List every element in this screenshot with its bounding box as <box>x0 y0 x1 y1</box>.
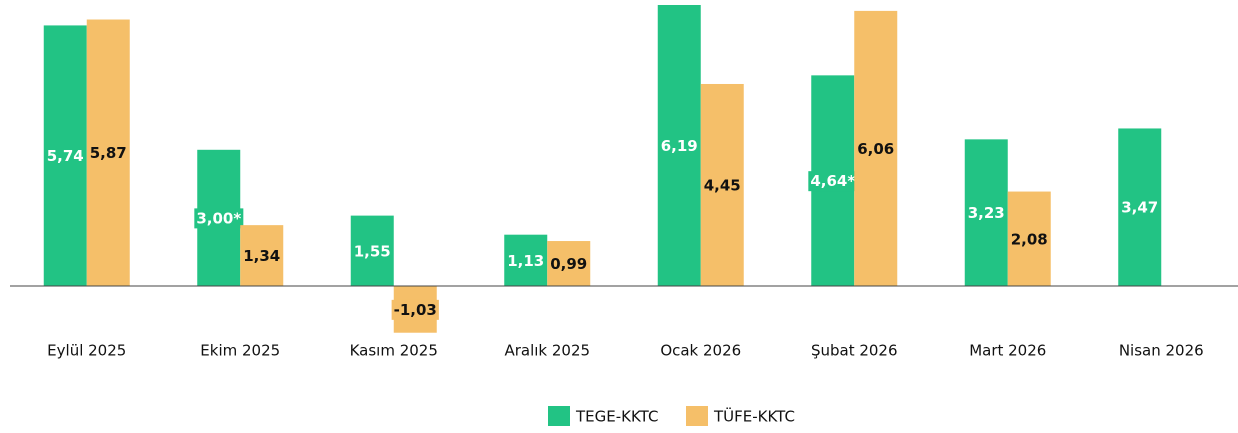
value-label: 0,99 <box>550 255 587 273</box>
value-label: 3,47 <box>1121 199 1158 217</box>
value-label: 5,87 <box>90 144 127 162</box>
value-label: 1,34 <box>243 247 280 265</box>
value-label-bg <box>194 208 244 229</box>
value-label: 6,19 <box>661 137 698 155</box>
bar <box>504 234 548 286</box>
value-label: -1,03 <box>394 301 437 319</box>
x-tick-label: Kasım 2025 <box>350 342 438 360</box>
value-label-bg <box>391 299 439 320</box>
x-tick-label: Eylül 2025 <box>47 342 126 360</box>
value-label: 1,55 <box>354 242 391 260</box>
bar <box>964 139 1008 286</box>
value-label: 3,00* <box>196 209 241 227</box>
x-tick-label: Ocak 2026 <box>660 342 741 360</box>
legend-swatch <box>686 406 708 426</box>
legend-label: TEGE-KKTC <box>575 408 658 426</box>
value-label: 4,45 <box>704 176 741 194</box>
bar <box>43 25 87 286</box>
bar <box>1118 128 1162 286</box>
bar <box>240 225 284 286</box>
value-label: 4,64* <box>810 172 855 190</box>
value-label: 1,13 <box>507 252 544 270</box>
legend-swatch <box>548 406 570 426</box>
x-tick-label: Şubat 2026 <box>811 342 898 360</box>
x-tick-label: Mart 2026 <box>969 342 1046 360</box>
value-label: 2,08 <box>1011 230 1048 248</box>
bar <box>700 83 744 286</box>
bar <box>854 10 898 286</box>
x-tick-label: Nisan 2026 <box>1119 342 1204 360</box>
x-tick-label: Aralık 2025 <box>504 342 590 360</box>
value-label: 6,06 <box>857 140 894 158</box>
bar <box>547 241 591 286</box>
bar <box>1007 191 1051 286</box>
bar <box>350 215 394 286</box>
legend-label: TÜFE-KKTC <box>713 407 795 426</box>
value-label-bg <box>808 171 858 192</box>
bar <box>657 4 701 286</box>
x-tick-label: Ekim 2025 <box>200 342 280 360</box>
bar <box>86 19 130 286</box>
value-label: 5,74 <box>47 147 84 165</box>
value-label: 3,23 <box>968 204 1005 222</box>
